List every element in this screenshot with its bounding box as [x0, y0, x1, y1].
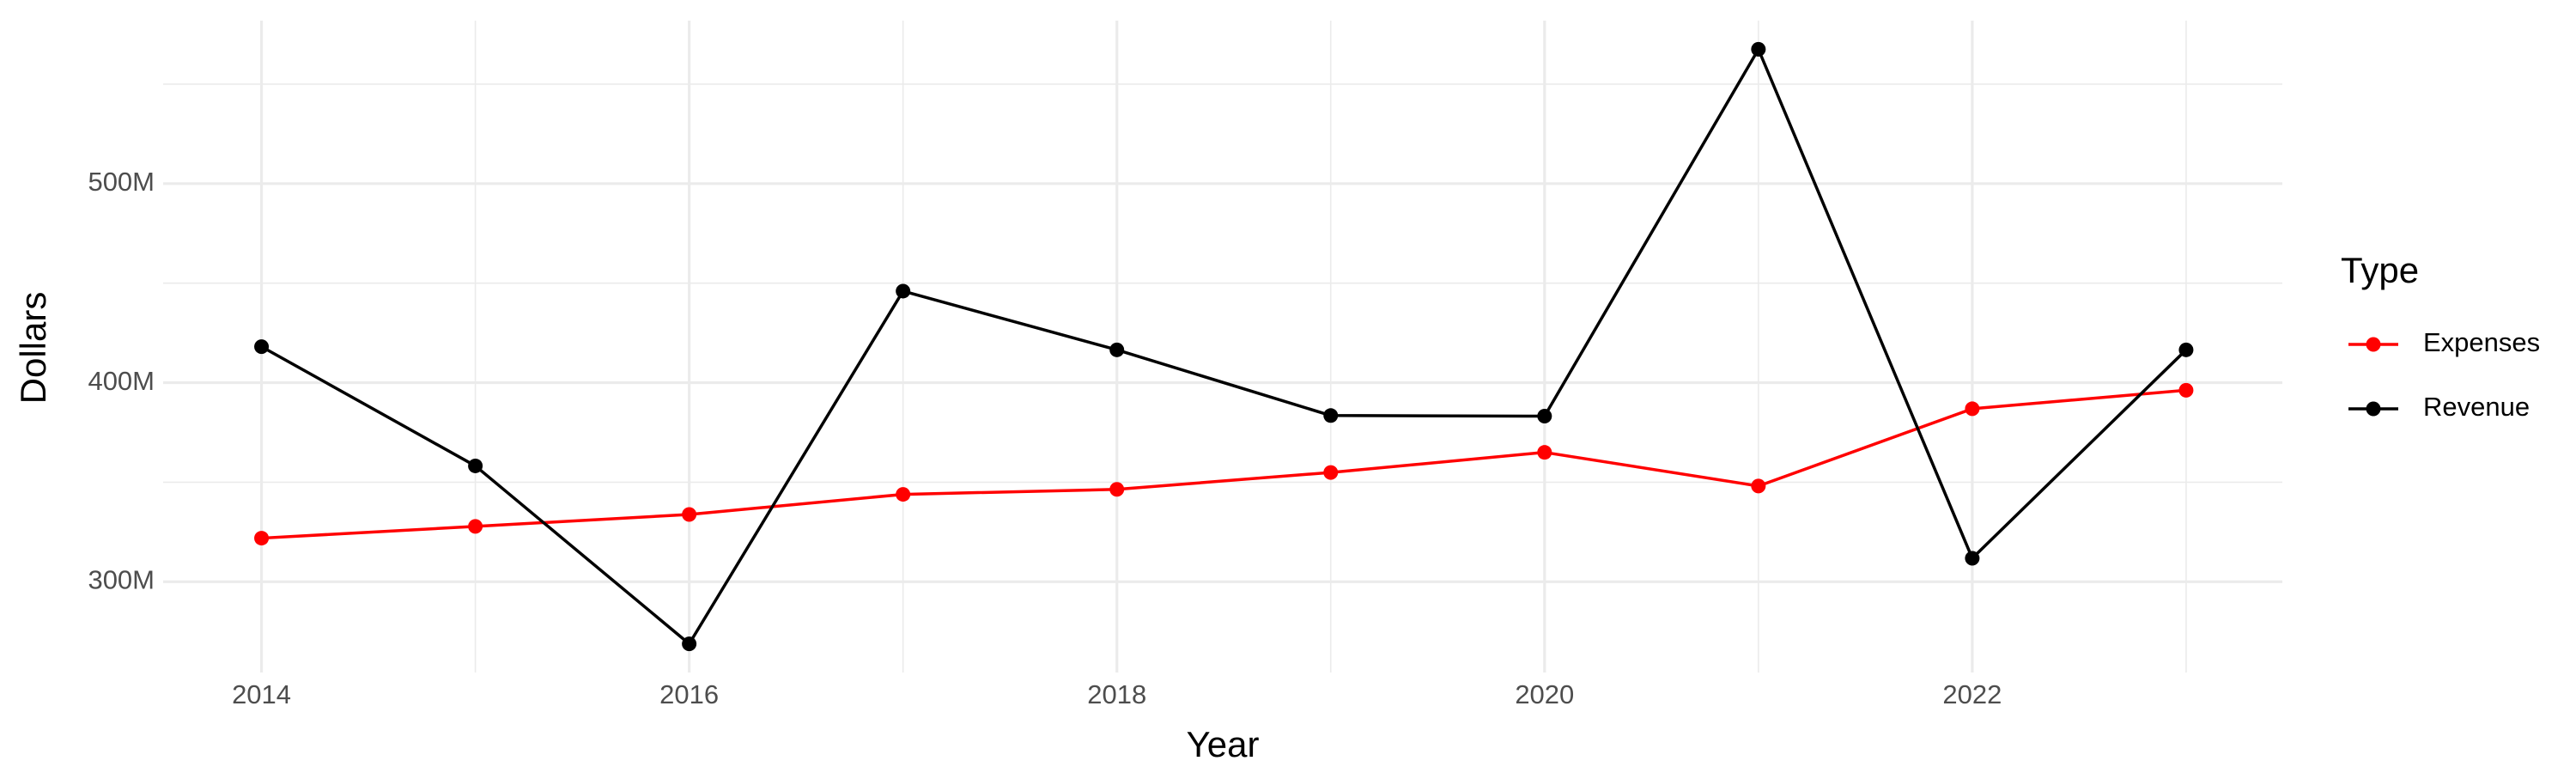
series-line [260, 47, 2188, 646]
data-point [468, 458, 483, 473]
legend-title: Type [2341, 250, 2419, 290]
legend-label: Expenses [2423, 327, 2540, 357]
data-point [682, 636, 697, 652]
data-point [1751, 41, 1766, 57]
data-point [1109, 342, 1125, 357]
legend-label: Revenue [2423, 392, 2530, 422]
data-point [1537, 445, 1552, 460]
x-tick-label: 2014 [232, 679, 291, 709]
data-point [896, 283, 911, 299]
data-point [682, 507, 697, 522]
data-point [1109, 482, 1125, 497]
x-axis-title: Year [1187, 724, 1260, 764]
data-point [1323, 465, 1339, 480]
y-tick-label: 500M [88, 167, 155, 197]
x-tick-label: 2022 [1942, 679, 2002, 709]
legend-key-point [2366, 401, 2381, 417]
x-tick-label: 2020 [1515, 679, 1574, 709]
data-point [1965, 551, 1980, 566]
x-tick-label: 2016 [659, 679, 719, 709]
data-point [254, 531, 270, 546]
data-point [2178, 342, 2194, 357]
data-point [468, 519, 483, 534]
y-tick-label: 300M [88, 565, 155, 595]
series-line [261, 388, 2187, 540]
y-tick-label: 400M [88, 366, 155, 396]
y-axis-title: Dollars [13, 292, 53, 405]
data-point [1537, 408, 1552, 423]
data-point [2178, 382, 2194, 398]
legend-key-point [2366, 337, 2381, 352]
data-point [896, 487, 911, 502]
data-point [254, 339, 270, 355]
x-tick-label: 2018 [1087, 679, 1146, 709]
data-point [1965, 401, 1980, 417]
data-point [1323, 408, 1339, 423]
data-point [1751, 478, 1766, 494]
